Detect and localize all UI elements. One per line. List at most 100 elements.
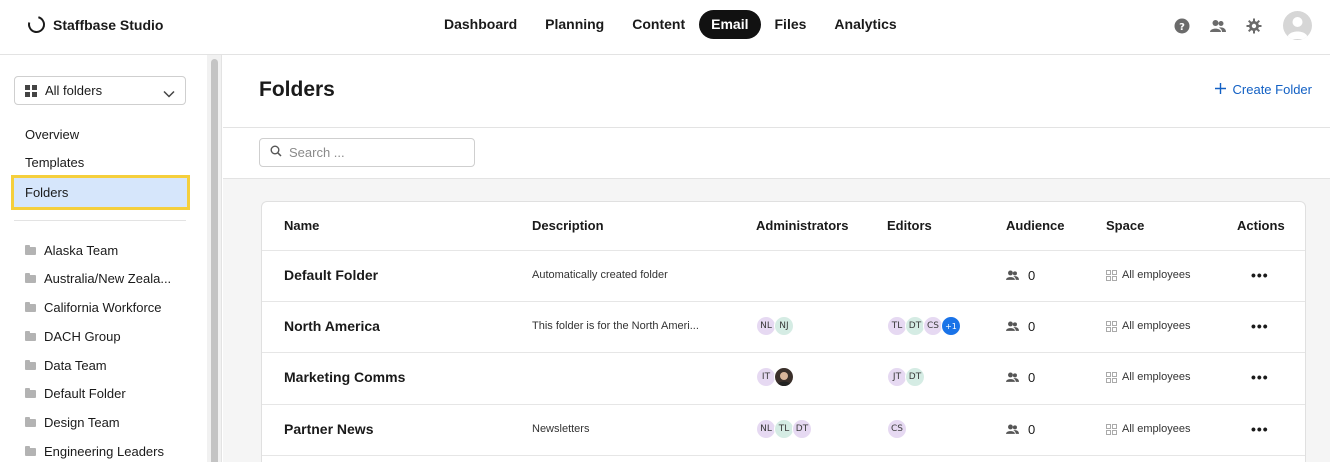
folder-label: California Workforce xyxy=(44,300,162,315)
column-header-name[interactable]: Name xyxy=(284,218,320,233)
editors-avatars: CS xyxy=(887,419,907,439)
folder-label: Alaska Team xyxy=(44,243,119,258)
sidebar-link-overview[interactable]: Overview xyxy=(25,127,80,142)
svg-text:?: ? xyxy=(1179,22,1185,33)
administrators-avatars: NL TL DT xyxy=(756,419,812,439)
sidebar-link-folders[interactable]: Folders xyxy=(11,175,190,210)
avatar[interactable]: JT xyxy=(887,367,907,387)
avatar[interactable]: TL xyxy=(774,419,794,439)
row-actions-button[interactable]: ••• xyxy=(1251,421,1269,437)
administrators-avatars: IT xyxy=(756,367,794,387)
sidebar-folder-item[interactable]: Engineering Leaders xyxy=(25,444,164,459)
folder-name[interactable]: Marketing Comms xyxy=(284,369,406,385)
more-editors-badge[interactable]: +1 xyxy=(941,316,961,336)
nav-analytics[interactable]: Analytics xyxy=(834,16,897,32)
nav-email[interactable]: Email xyxy=(699,10,761,39)
users-icon xyxy=(1006,319,1019,334)
space-label: All employees xyxy=(1122,371,1191,383)
space-label: All employees xyxy=(1122,269,1191,281)
brand-name: Staffbase Studio xyxy=(53,16,164,33)
row-actions-button[interactable]: ••• xyxy=(1251,267,1269,283)
folder-icon xyxy=(25,272,36,283)
space-icon xyxy=(1106,371,1117,383)
row-actions-button[interactable]: ••• xyxy=(1251,369,1269,385)
sidebar-folder-item[interactable]: Alaska Team xyxy=(25,243,118,258)
table-row[interactable]: North America This folder is for the Nor… xyxy=(262,301,1305,352)
table-row[interactable] xyxy=(262,455,1305,462)
folder-icon xyxy=(25,387,36,398)
staffbase-logo-icon xyxy=(24,12,49,37)
search-box[interactable] xyxy=(259,138,475,167)
avatar[interactable]: DT xyxy=(792,419,812,439)
audience-cell: 0 xyxy=(1006,422,1035,437)
sidebar-folder-item[interactable]: Design Team xyxy=(25,415,120,430)
sidebar-link-folders-label: Folders xyxy=(25,185,69,200)
audience-count: 0 xyxy=(1028,268,1036,283)
brand[interactable]: Staffbase Studio xyxy=(24,12,164,37)
sidebar-folder-item[interactable]: Data Team xyxy=(25,358,107,373)
avatar[interactable]: TL xyxy=(887,316,907,336)
nav-content[interactable]: Content xyxy=(632,16,686,32)
table-row[interactable]: Marketing Comms IT JT DT 0 All xyxy=(262,352,1305,404)
folders-table: Name Description Administrators Editors … xyxy=(261,201,1306,462)
table-row[interactable]: Default Folder Automatically created fol… xyxy=(262,250,1305,301)
folder-label: Design Team xyxy=(44,415,120,430)
column-header-actions: Actions xyxy=(1237,218,1285,233)
users-icon[interactable] xyxy=(1207,15,1229,37)
search-input[interactable] xyxy=(289,145,459,160)
folder-label: Engineering Leaders xyxy=(44,444,164,459)
folder-icon xyxy=(25,244,36,255)
users-icon xyxy=(1006,370,1019,385)
folder-icon xyxy=(25,330,36,341)
avatar[interactable]: NJ xyxy=(774,316,794,336)
audience-cell: 0 xyxy=(1006,370,1035,385)
folder-icon xyxy=(25,445,36,456)
column-header-administrators[interactable]: Administrators xyxy=(756,218,849,233)
table-area: Name Description Administrators Editors … xyxy=(223,178,1330,462)
avatar-photo[interactable] xyxy=(774,367,794,387)
avatar[interactable]: NL xyxy=(756,419,776,439)
main-content: Folders Create Folder Name Description A… xyxy=(223,55,1330,462)
editors-avatars: TL DT CS +1 xyxy=(887,316,961,336)
column-header-space[interactable]: Space xyxy=(1106,218,1145,233)
sidebar-folder-item[interactable]: Australia/New Zeala... xyxy=(25,271,171,286)
avatar[interactable]: CS xyxy=(887,419,907,439)
column-header-audience[interactable]: Audience xyxy=(1006,218,1065,233)
folder-name[interactable]: Partner News xyxy=(284,421,374,437)
sidebar-link-templates[interactable]: Templates xyxy=(25,155,85,170)
administrators-avatars: NL NJ xyxy=(756,316,794,336)
avatar[interactable]: DT xyxy=(905,316,925,336)
user-avatar[interactable] xyxy=(1283,11,1312,40)
sidebar-folder-item[interactable]: California Workforce xyxy=(25,300,162,315)
page-title: Folders xyxy=(259,78,335,101)
sidebar-folder-item[interactable]: DACH Group xyxy=(25,329,121,344)
help-icon[interactable]: ? xyxy=(1171,15,1193,37)
folder-select-dropdown[interactable]: All folders xyxy=(14,76,186,105)
nav-dashboard[interactable]: Dashboard xyxy=(444,16,518,32)
space-icon xyxy=(1106,269,1117,281)
top-icons: ? xyxy=(1171,11,1312,40)
nav-files[interactable]: Files xyxy=(774,16,807,32)
sidebar-scrollbar-thumb[interactable] xyxy=(211,59,218,462)
column-header-editors[interactable]: Editors xyxy=(887,218,932,233)
create-folder-button[interactable]: Create Folder xyxy=(1214,82,1312,97)
column-header-description[interactable]: Description xyxy=(532,218,604,233)
folder-name[interactable]: North America xyxy=(284,318,380,334)
sidebar-folder-item[interactable]: Default Folder xyxy=(25,386,126,401)
table-row[interactable]: Partner News Newsletters NL TL DT CS 0 A… xyxy=(262,404,1305,455)
header-divider xyxy=(223,127,1330,128)
folder-label: Default Folder xyxy=(44,386,126,401)
space-cell: All employees xyxy=(1106,423,1190,435)
avatar[interactable]: DT xyxy=(905,367,925,387)
avatar[interactable]: NL xyxy=(756,316,776,336)
row-actions-button[interactable]: ••• xyxy=(1251,318,1269,334)
avatar[interactable]: CS xyxy=(923,316,943,336)
gear-icon[interactable] xyxy=(1243,15,1265,37)
nav-planning[interactable]: Planning xyxy=(545,16,605,32)
sidebar-scrollbar[interactable] xyxy=(207,55,222,462)
sidebar: All folders Overview Templates Folders A… xyxy=(0,55,208,462)
folder-name[interactable]: Default Folder xyxy=(284,267,379,283)
avatar[interactable]: IT xyxy=(756,367,776,387)
audience-count: 0 xyxy=(1028,422,1036,437)
users-icon xyxy=(1006,268,1019,283)
